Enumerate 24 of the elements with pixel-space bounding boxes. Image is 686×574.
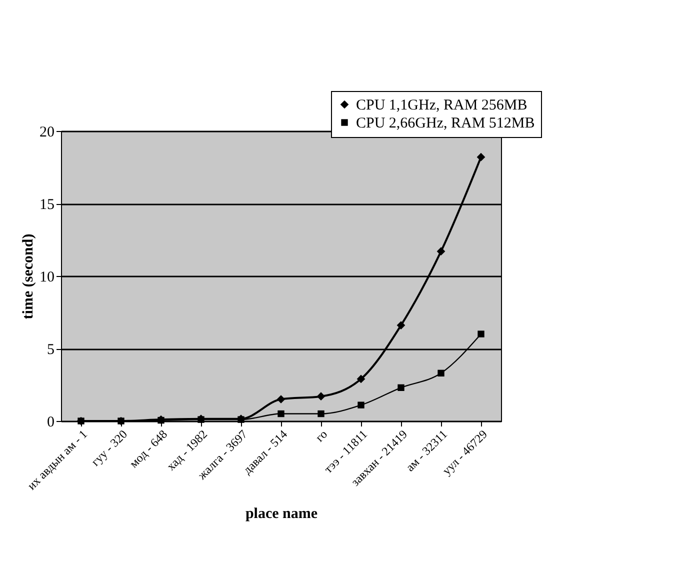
point [356, 374, 366, 384]
y-tick-label: 15 [40, 197, 54, 213]
point [398, 384, 404, 391]
x-axis-title: place name [245, 506, 318, 522]
point [78, 418, 84, 424]
point [318, 410, 324, 418]
point [476, 152, 486, 162]
point [436, 247, 446, 256]
legend-label: CPU 1,1GHz, RAM 256MB [356, 98, 528, 114]
x-tick-label: го [312, 427, 330, 444]
point [478, 330, 484, 338]
point [316, 392, 326, 401]
point [358, 402, 364, 408]
point [438, 370, 444, 376]
y-tick-label: 0 [47, 414, 54, 430]
y-tick-label: 20 [40, 124, 54, 140]
point [278, 410, 284, 418]
y-axis-title: time (second) [20, 234, 36, 320]
y-tick-label: 10 [40, 270, 54, 286]
y-tick-label: 5 [47, 342, 54, 358]
point [396, 321, 406, 330]
point [276, 395, 286, 404]
legend-label: CPU 2,66GHz, RAM 512MB [356, 116, 535, 132]
point [118, 418, 124, 424]
